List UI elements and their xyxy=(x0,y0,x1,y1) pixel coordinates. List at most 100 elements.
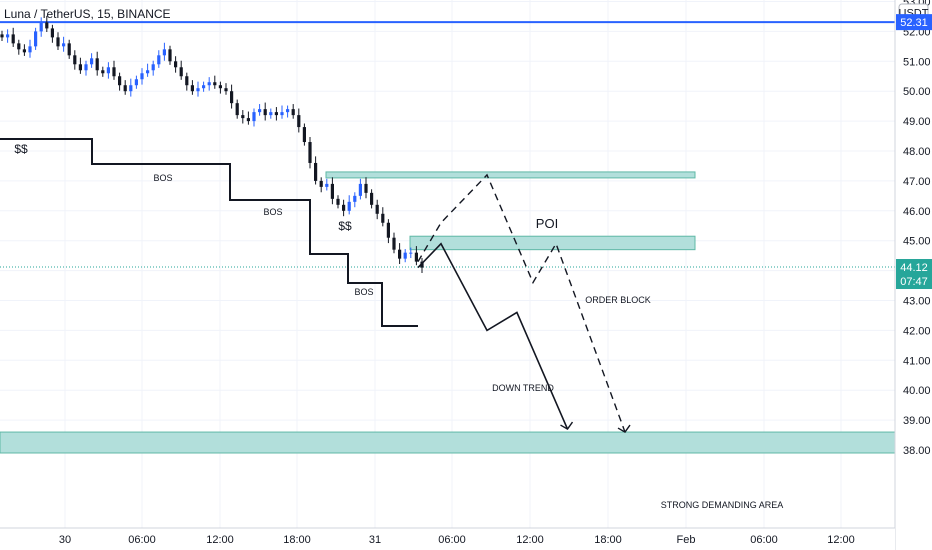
time-tick-label: 12:00 xyxy=(206,534,234,546)
candle xyxy=(409,247,413,259)
order-block-label: ORDER BLOCK xyxy=(585,295,651,305)
candle-body xyxy=(414,252,418,262)
current-price-tag-bg xyxy=(896,259,932,290)
candle-body xyxy=(84,64,88,71)
candle-body xyxy=(106,67,110,74)
candle xyxy=(118,72,122,91)
candle-body xyxy=(218,85,222,89)
candle xyxy=(157,50,161,68)
candle-body xyxy=(196,88,200,92)
candle-body xyxy=(246,118,250,122)
candle-body xyxy=(241,115,245,119)
time-axis-panel[interactable] xyxy=(0,528,895,550)
candle xyxy=(398,243,402,265)
candle-body xyxy=(207,82,211,86)
time-tick-label: 06:00 xyxy=(750,534,778,546)
candle-body xyxy=(11,34,15,44)
candle xyxy=(381,207,385,227)
current-price-label: 44.12 xyxy=(900,262,928,274)
candle xyxy=(134,75,138,89)
candle xyxy=(347,195,351,215)
candle-body xyxy=(190,85,194,92)
candle xyxy=(420,258,424,273)
candle-body xyxy=(112,67,116,77)
candle xyxy=(258,104,262,116)
candle-body xyxy=(353,195,357,202)
candle xyxy=(274,107,278,121)
resistance-price-label: 52.31 xyxy=(900,17,928,29)
candle xyxy=(224,83,228,95)
poi-label: POI xyxy=(536,216,558,231)
candle-body xyxy=(174,61,178,68)
candle xyxy=(342,199,346,217)
candle xyxy=(17,39,21,55)
candle xyxy=(269,108,273,119)
chart-title: Luna / TetherUS, 15, BINANCE xyxy=(4,7,171,21)
time-tick-label: 18:00 xyxy=(594,534,622,546)
bos-2-label: BOS xyxy=(263,207,282,217)
bos-1-label: BOS xyxy=(153,173,172,183)
candle xyxy=(185,72,189,91)
candle-body xyxy=(420,261,424,268)
candle-body xyxy=(392,237,396,250)
dashed-projection-path xyxy=(417,173,626,433)
candle-body xyxy=(297,115,301,128)
structure-lines xyxy=(0,138,418,327)
candle-body xyxy=(39,22,43,32)
candle-body xyxy=(134,79,138,86)
price-tick-label: 39.00 xyxy=(903,415,931,427)
candle-body xyxy=(6,34,10,38)
dashed-projection-arrowhead xyxy=(617,424,631,433)
candle-body xyxy=(342,204,346,211)
candle-body xyxy=(274,112,278,116)
candle xyxy=(392,232,396,254)
candle-body xyxy=(146,70,150,74)
candle xyxy=(22,44,26,56)
candle-body xyxy=(347,201,351,211)
candle xyxy=(84,60,88,76)
price-tick-label: 38.00 xyxy=(903,445,931,457)
candle xyxy=(174,56,178,73)
time-axis[interactable]: 30 06:00 12:00 18:00 31 06:00 12:00 18:00 Feb 06:… xyxy=(59,534,855,546)
candle-body xyxy=(364,183,368,193)
solid-projection-path xyxy=(417,242,569,430)
candle xyxy=(325,178,329,191)
bos-3-label: BOS xyxy=(354,287,373,297)
strong-demand-label: STRONG DEMANDING AREA xyxy=(661,500,784,510)
candle xyxy=(140,68,144,85)
candle xyxy=(179,60,183,80)
annotation-labels: POI ORDER BLOCK DOWN TREND STRONG DEMANDING… xyxy=(14,142,783,510)
time-tick-label: 18:00 xyxy=(283,534,311,546)
down-trend-label: DOWN TREND xyxy=(492,383,554,393)
resistance-price-tag-bg xyxy=(896,14,932,31)
candle-body xyxy=(235,103,239,116)
candle-body xyxy=(118,76,122,86)
liquidity-2-label: $$ xyxy=(338,219,352,233)
candle-body xyxy=(286,109,290,113)
candle-body xyxy=(151,64,155,71)
candle xyxy=(336,195,340,209)
candle xyxy=(106,62,110,79)
candle-body xyxy=(409,252,413,254)
candle-body xyxy=(28,46,32,53)
candle-body xyxy=(157,55,161,65)
candle xyxy=(319,177,323,193)
candle xyxy=(330,177,334,205)
candle xyxy=(162,42,166,61)
price-tick-label: 45.00 xyxy=(903,236,931,248)
candle-body xyxy=(330,183,334,199)
time-tick-label: 06:00 xyxy=(128,534,156,546)
price-tick-label: 43.00 xyxy=(903,296,931,308)
time-tick-label: 12:00 xyxy=(516,534,544,546)
candle xyxy=(28,39,32,58)
candle-body xyxy=(67,43,71,56)
candle xyxy=(252,108,256,127)
candle-body xyxy=(291,109,295,116)
candle xyxy=(314,156,318,185)
candle xyxy=(246,111,250,125)
candle-body xyxy=(280,112,284,116)
price-tick-label: 46.00 xyxy=(903,206,931,218)
candle-body xyxy=(45,22,49,29)
